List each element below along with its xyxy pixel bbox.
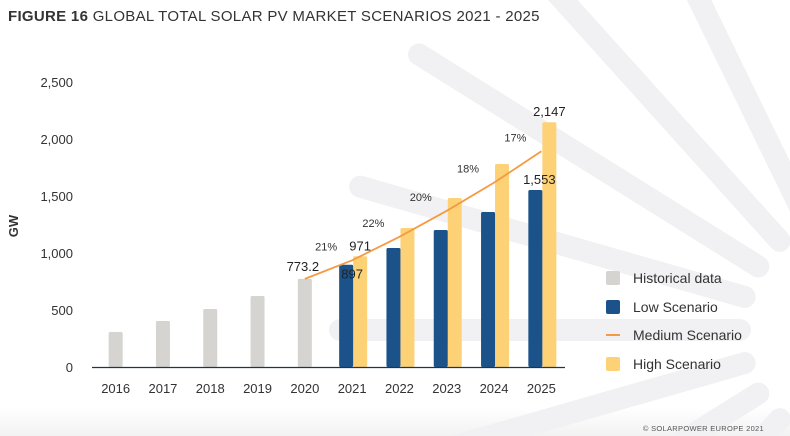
- figure-number: FIGURE 16: [8, 8, 89, 25]
- bar-historical: [108, 332, 123, 367]
- x-tick-label: 2018: [196, 381, 225, 396]
- sunburst-ray: [686, 0, 790, 212]
- data-label: 773.2: [287, 259, 320, 274]
- sunburst-ray: [669, 382, 770, 436]
- background-sunburst: [329, 0, 790, 436]
- legend-swatch-low: [606, 299, 620, 314]
- legend-label: Historical data: [633, 270, 722, 287]
- bar-low-scenario: [528, 189, 543, 367]
- bar-low-scenario: [339, 264, 354, 367]
- bar-high-scenario: [495, 163, 510, 367]
- legend: Historical data Low Scenario Medium Scen…: [606, 264, 742, 378]
- x-tick-label: 2016: [101, 381, 130, 396]
- data-label: 971: [349, 238, 371, 253]
- bar-low-scenario: [386, 247, 401, 367]
- x-tick-label: 2025: [527, 381, 556, 396]
- sunburst-ray: [450, 352, 756, 436]
- line-medium-scenario: [304, 150, 542, 280]
- legend-item-historical: Historical data: [606, 264, 742, 293]
- growth-rate-label: 21%: [315, 241, 337, 253]
- growth-rate-label: 18%: [457, 164, 479, 176]
- legend-label: Low Scenario: [633, 298, 718, 315]
- chart-title: FIGURE 16 GLOBAL TOTAL SOLAR PV MARKET S…: [8, 8, 540, 25]
- legend-label: High Scenario: [633, 355, 721, 372]
- growth-rate-label: 22%: [362, 218, 384, 230]
- bar-historical: [203, 308, 218, 367]
- legend-label: Medium Scenario: [633, 327, 742, 344]
- x-tick-label: 2017: [148, 381, 177, 396]
- x-tick-label: 2023: [432, 381, 461, 396]
- bar-high-scenario: [353, 256, 368, 367]
- y-tick-label: 1,500: [40, 189, 73, 204]
- bar-historical: [155, 321, 170, 367]
- legend-item-high: High Scenario: [606, 350, 742, 379]
- footer-band: [0, 408, 790, 436]
- y-tick-label: 0: [66, 360, 73, 375]
- x-tick-label: 2020: [290, 381, 319, 396]
- x-tick-label: 2021: [338, 381, 367, 396]
- bar-high-scenario: [447, 198, 462, 367]
- y-tick-label: 2,000: [40, 132, 73, 147]
- bar-low-scenario: [433, 229, 448, 367]
- x-tick-label: 2024: [480, 381, 509, 396]
- x-tick-label: 2022: [385, 381, 414, 396]
- copyright: © SOLARPOWER EUROPE 2021: [642, 424, 764, 433]
- figure-title: GLOBAL TOTAL SOLAR PV MARKET SCENARIOS 2…: [92, 8, 540, 25]
- y-tick-label: 500: [51, 303, 73, 318]
- legend-swatch-historical: [606, 271, 620, 286]
- y-axis-label: GW: [6, 214, 21, 237]
- data-label: 1,553: [523, 172, 556, 187]
- legend-item-medium: Medium Scenario: [606, 321, 742, 350]
- sunburst-ray: [408, 43, 770, 278]
- y-tick-label: 2,500: [40, 75, 73, 90]
- sunburst-ray: [548, 0, 790, 252]
- x-tick-label: 2019: [243, 381, 272, 396]
- legend-item-low: Low Scenario: [606, 293, 742, 322]
- growth-rate-label: 20%: [410, 192, 432, 204]
- y-tick-label: 1,000: [40, 246, 73, 261]
- data-label: 2,147: [533, 104, 566, 119]
- legend-swatch-medium: [606, 334, 620, 337]
- bar-low-scenario: [481, 211, 496, 367]
- data-label: 897: [341, 267, 363, 282]
- bar-high-scenario: [400, 228, 415, 367]
- bar-high-scenario: [542, 122, 557, 367]
- legend-swatch-high: [606, 356, 620, 371]
- bar-historical: [297, 278, 312, 367]
- growth-rate-label: 17%: [504, 132, 526, 144]
- bar-historical: [250, 295, 265, 367]
